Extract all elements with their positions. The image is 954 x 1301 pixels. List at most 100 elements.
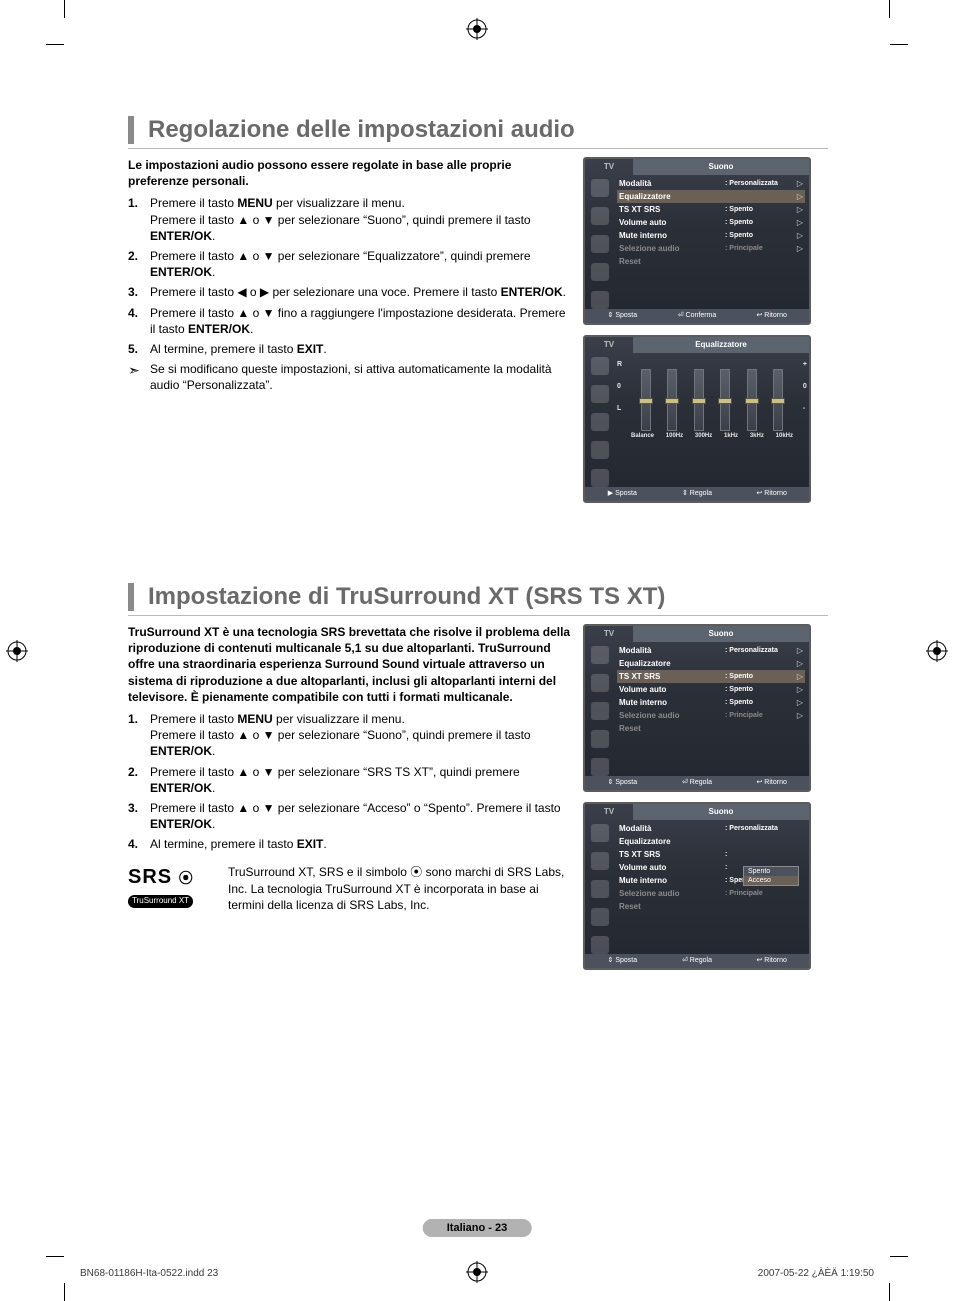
osd-sidebar-icon[interactable]	[591, 207, 609, 225]
osd-sidebar-icon[interactable]	[591, 357, 609, 375]
step-text: Al termine, premere il tasto EXIT.	[150, 836, 571, 852]
osd-panel: TVEqualizzatoreR0LBalance100Hz300Hz1kHz3…	[583, 335, 811, 503]
osd-footer: ⇕ Sposta⏎ Regola↩ Ritorno	[585, 954, 809, 968]
osd-tv-label: TV	[585, 626, 633, 642]
osd-row-value: : Personalizzata	[725, 647, 793, 654]
osd-menu-row[interactable]: Modalità: Personalizzata▷	[617, 177, 805, 190]
osd-menu-row[interactable]: TS XT SRS:	[617, 848, 805, 861]
eq-slider-knob[interactable]	[718, 398, 732, 404]
osd-menu-row[interactable]: Equalizzatore▷	[617, 657, 805, 670]
osd-menu-row[interactable]: Volume auto: Spento▷	[617, 683, 805, 696]
osd-popup-item[interactable]: Acceso	[744, 876, 798, 885]
eq-slider[interactable]	[720, 369, 730, 431]
osd-footer-hint: ⏎ Regola	[660, 954, 735, 968]
step-number: 5.	[128, 341, 150, 357]
srs-logo: SRS ⦿ TruSurround XT	[128, 864, 218, 913]
chevron-right-icon: ▷	[793, 698, 803, 707]
section-equalizer: Regolazione delle impostazioni audio Le …	[128, 116, 828, 513]
osd-menu-row[interactable]: Reset	[617, 900, 805, 913]
osd-eq-area: R0LBalance100Hz300Hz1kHz3kHz10kHz+0-	[615, 353, 809, 463]
osd-menu-row[interactable]: TS XT SRS: Spento▷	[617, 203, 805, 216]
osd-title: Suono	[633, 626, 809, 642]
osd-menu-row[interactable]: Mute interno: Spento▷	[617, 696, 805, 709]
chevron-right-icon: ▷	[793, 218, 803, 227]
srs-trademark-text: TruSurround XT, SRS e il simbolo ⦿ sono …	[228, 864, 571, 913]
registration-mark-icon	[6, 640, 28, 662]
eq-slider-knob[interactable]	[692, 398, 706, 404]
osd-sidebar-icon[interactable]	[591, 179, 609, 197]
osd-row-label: Volume auto	[619, 218, 725, 227]
osd-main: Modalità: Personalizzata▷Equalizzatore▷T…	[615, 642, 809, 776]
osd-menu-row[interactable]: Volume auto: Spento▷	[617, 216, 805, 229]
osd-row-label: Reset	[619, 902, 725, 911]
osd-sidebar-icon[interactable]	[591, 674, 609, 692]
step-item: 2.Premere il tasto ▲ o ▼ per selezionare…	[128, 764, 571, 796]
osd-menu-row[interactable]: Reset	[617, 722, 805, 735]
osd-sidebar-icon[interactable]	[591, 824, 609, 842]
osd-menu-row[interactable]: Modalità: Personalizzata▷	[617, 644, 805, 657]
eq-slider-knob[interactable]	[665, 398, 679, 404]
eq-slider[interactable]	[641, 369, 651, 431]
osd-sidebar-icon[interactable]	[591, 413, 609, 431]
osd-footer-hint: ⇕ Sposta	[585, 954, 660, 968]
osd-menu-row[interactable]: Equalizzatore	[617, 835, 805, 848]
osd-row-value: : Spento	[725, 699, 793, 706]
step-text: Premere il tasto ◀ o ▶ per selezionare u…	[150, 284, 571, 300]
osd-footer-hint: ▶ Sposta	[585, 487, 660, 501]
osd-sidebar-icon[interactable]	[591, 646, 609, 664]
osd-row-label: Selezione audio	[619, 889, 725, 898]
osd-sidebar-icon[interactable]	[591, 441, 609, 459]
osd-row-value: : Personalizzata	[725, 825, 793, 832]
eq-slider[interactable]	[667, 369, 677, 431]
eq-slider[interactable]	[773, 369, 783, 431]
osd-row-value: : Personalizzata	[725, 180, 793, 187]
step-item: 2.Premere il tasto ▲ o ▼ per selezionare…	[128, 248, 571, 280]
eq-slider-knob[interactable]	[639, 398, 653, 404]
osd-sidebar-icon[interactable]	[591, 936, 609, 954]
eq-slider-knob[interactable]	[745, 398, 759, 404]
osd-menu-row[interactable]: Selezione audio: Principale▷	[617, 242, 805, 255]
osd-sidebar-icon[interactable]	[591, 730, 609, 748]
osd-row-value: : Spento	[725, 206, 793, 213]
osd-menu-row[interactable]: Reset	[617, 255, 805, 268]
crop-mark	[46, 44, 64, 45]
step-number: 1.	[128, 195, 150, 244]
osd-panel: TVSuonoModalità: Personalizzata▷Equalizz…	[583, 624, 811, 792]
osd-row-label: Reset	[619, 724, 725, 733]
osd-sidebar-icon[interactable]	[591, 385, 609, 403]
osd-menu-row[interactable]: Selezione audio: Principale	[617, 887, 805, 900]
osd-menu-row[interactable]: Selezione audio: Principale▷	[617, 709, 805, 722]
osd-menu-row[interactable]: TS XT SRS: Spento▷	[617, 670, 805, 683]
osd-row-label: Mute interno	[619, 698, 725, 707]
eq-band-label: 100Hz	[666, 433, 683, 439]
osd-sidebar-icon[interactable]	[591, 291, 609, 309]
section-header: Regolazione delle impostazioni audio	[128, 116, 828, 149]
osd-row-label: Equalizzatore	[619, 192, 725, 201]
osd-sidebar-icon[interactable]	[591, 235, 609, 253]
osd-sidebar-icon[interactable]	[591, 758, 609, 776]
osd-main: Modalità: PersonalizzataEqualizzatoreTS …	[615, 820, 809, 954]
osd-popup-item[interactable]: Spento	[744, 867, 798, 876]
osd-menu-row[interactable]: Equalizzatore▷	[617, 190, 805, 203]
osd-sidebar-icon[interactable]	[591, 852, 609, 870]
osd-menu-row[interactable]: Mute interno: Spento▷	[617, 229, 805, 242]
osd-sidebar-icon[interactable]	[591, 908, 609, 926]
footer-timestamp: 2007-05-22 ¿ÀÈÄ 1:19:50	[758, 1268, 874, 1279]
osd-sidebar-icon[interactable]	[591, 469, 609, 487]
chevron-right-icon: ▷	[793, 231, 803, 240]
osd-menu-row[interactable]: Modalità: Personalizzata	[617, 822, 805, 835]
osd-sidebar-icon[interactable]	[591, 263, 609, 281]
osd-row-value: : Spento	[725, 673, 793, 680]
step-item: 1.Premere il tasto MENU per visualizzare…	[128, 195, 571, 244]
eq-band	[635, 369, 657, 431]
section-header: Impostazione di TruSurround XT (SRS TS X…	[128, 583, 828, 616]
osd-sidebar-icon[interactable]	[591, 702, 609, 720]
eq-slider[interactable]	[747, 369, 757, 431]
registration-mark-icon	[466, 1261, 488, 1283]
eq-slider[interactable]	[694, 369, 704, 431]
section-trusurround: Impostazione di TruSurround XT (SRS TS X…	[128, 583, 828, 980]
eq-slider-knob[interactable]	[771, 398, 785, 404]
osd-row-label: Selezione audio	[619, 711, 725, 720]
osd-sidebar-icon[interactable]	[591, 880, 609, 898]
crop-mark	[64, 0, 65, 18]
